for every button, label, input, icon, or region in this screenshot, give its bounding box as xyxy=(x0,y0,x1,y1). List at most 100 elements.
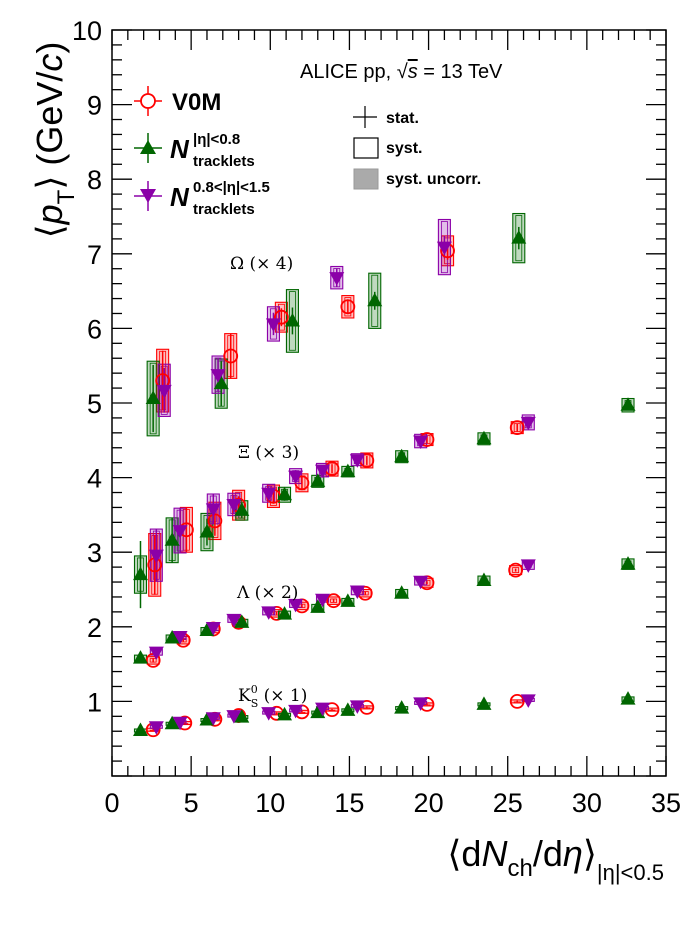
data-point-n-mid xyxy=(394,448,410,463)
x-tick-label: 30 xyxy=(572,788,602,818)
data-point-n-mid xyxy=(199,524,215,538)
data-point-n-fwd xyxy=(413,435,429,450)
data-point-n-fwd xyxy=(261,606,277,620)
data-point-n-fwd xyxy=(288,470,304,485)
x-axis-title: ⟨dNch/dη⟩|η|<0.5 xyxy=(447,833,664,885)
legend-marker-triangle-up xyxy=(140,140,156,154)
syst-uncorr-box xyxy=(361,591,369,596)
annot-k0s-base: K xyxy=(238,686,251,706)
data-point-n-fwd xyxy=(265,318,281,332)
y-tick-label: 9 xyxy=(87,91,102,121)
title-prefix: ALICE pp, xyxy=(300,61,397,83)
axis-ticks xyxy=(111,29,667,777)
y-axis-title: ⟨pT⟩ (GeV/c) xyxy=(29,42,80,239)
legend-label-v0m: V0M xyxy=(172,89,221,116)
data-point-n-mid xyxy=(199,622,215,637)
data-point-v0m xyxy=(340,299,356,315)
title-suffix: = 13 TeV xyxy=(418,61,503,83)
annot-k0s: K0 S (× 1) xyxy=(238,683,307,710)
data-point-n-mid xyxy=(310,599,326,613)
data-point-n-mid xyxy=(310,473,326,487)
x-tick-label: 5 xyxy=(184,788,199,818)
y-tick-label: 4 xyxy=(87,464,102,494)
data-point-n-mid xyxy=(367,292,383,307)
legend-sup-n-fwd: 0.8<|η|<1.5 xyxy=(193,179,270,196)
chart-title: ALICE pp, √s = 13 TeV xyxy=(300,61,503,83)
data-point-n-fwd xyxy=(226,613,242,628)
data-point-n-mid xyxy=(164,532,180,546)
unc-legend-syst: syst. xyxy=(353,137,422,159)
ylabel-p: p xyxy=(29,204,70,225)
data-point-n-fwd xyxy=(288,704,304,719)
unc-label-syst-uncorr: syst. uncorr. xyxy=(386,171,481,188)
xlabel-N: N xyxy=(481,833,508,874)
x-tick-label: 25 xyxy=(493,788,523,818)
legend-marker-open-circle xyxy=(140,93,156,109)
syst-uncorr-box xyxy=(277,303,285,331)
xlabel-close: ⟩ xyxy=(583,833,597,874)
legend-entry-n-mid: N |η|<0.8 tracklets xyxy=(134,131,255,170)
data-point-n-mid xyxy=(213,375,229,390)
data-point-n-fwd xyxy=(148,721,164,735)
data-point-n-mid xyxy=(476,430,492,445)
data-point-n-mid xyxy=(277,606,293,620)
data-point-n-fwd xyxy=(315,593,331,608)
y-tick-label: 1 xyxy=(87,687,102,717)
y-tick-label: 10 xyxy=(72,16,102,46)
ylabel-end: ) xyxy=(29,42,70,54)
data-point-n-mid xyxy=(145,390,161,405)
data-point-n-fwd xyxy=(315,702,331,717)
y-tick-label: 3 xyxy=(87,538,102,568)
data-point-n-fwd xyxy=(226,710,242,724)
stat-bars xyxy=(139,226,629,732)
ylabel-c: c xyxy=(29,54,70,72)
data-point-v0m xyxy=(508,562,524,578)
data-point-n-mid xyxy=(234,502,250,516)
xlabel-ch: ch xyxy=(507,855,532,882)
uncertainty-legend: stat. syst. syst. uncorr. xyxy=(353,106,481,190)
x-tick-label: 10 xyxy=(255,788,285,818)
data-point-n-fwd xyxy=(172,716,188,731)
legend-label-n-mid: N xyxy=(170,134,190,164)
data-point-v0m xyxy=(326,593,342,609)
syst-uncorr-box xyxy=(344,297,352,317)
data-point-v0m xyxy=(509,694,525,709)
legend-sup-n-mid: |η|<0.8 xyxy=(193,131,240,148)
data-point-n-fwd xyxy=(288,598,304,613)
data-point-n-fwd xyxy=(226,498,242,513)
data-point-v0m xyxy=(223,348,239,364)
data-point-n-mid xyxy=(476,696,492,710)
xlabel-mid: /d xyxy=(533,833,563,874)
markers xyxy=(132,230,636,738)
data-point-n-fwd xyxy=(205,622,221,636)
data-point-n-mid xyxy=(164,715,180,730)
data-point-n-fwd xyxy=(315,464,331,479)
data-point-v0m xyxy=(509,420,525,436)
ylabel-open: ⟨ xyxy=(29,224,70,238)
legend-marker-triangle-down xyxy=(140,189,156,203)
data-point-n-fwd xyxy=(261,707,277,721)
data-point-n-mid xyxy=(340,702,356,716)
data-point-v0m xyxy=(207,513,223,529)
x-tick-label: 15 xyxy=(334,788,364,818)
annot-lambda: Λ (× 2) xyxy=(236,583,298,603)
data-point-n-fwd xyxy=(349,454,365,468)
title-sqrt-sign: √ xyxy=(397,61,408,83)
data-point-n-mid xyxy=(394,700,410,714)
data-point-n-fwd xyxy=(349,585,365,599)
y-tick-label: 6 xyxy=(87,314,102,344)
data-point-n-fwd xyxy=(413,697,429,711)
data-point-n-mid xyxy=(476,572,492,587)
data-point-n-fwd xyxy=(413,575,429,590)
data-point-n-mid xyxy=(234,709,250,723)
xlabel-eta: η xyxy=(563,833,583,874)
unc-legend-stat: stat. xyxy=(353,106,419,128)
unc-legend-syst-uncorr: syst. uncorr. xyxy=(353,168,481,190)
legend-label-n-fwd: N xyxy=(170,182,190,212)
ylabel-close: ⟩ (GeV/ xyxy=(29,72,70,190)
data-point-n-fwd xyxy=(436,241,452,256)
annot-k0s-rest: (× 1) xyxy=(258,686,307,706)
y-tick-label: 8 xyxy=(87,165,102,195)
xlabel-sub: |η|<0.5 xyxy=(597,860,664,885)
unc-label-syst: syst. xyxy=(386,140,422,157)
